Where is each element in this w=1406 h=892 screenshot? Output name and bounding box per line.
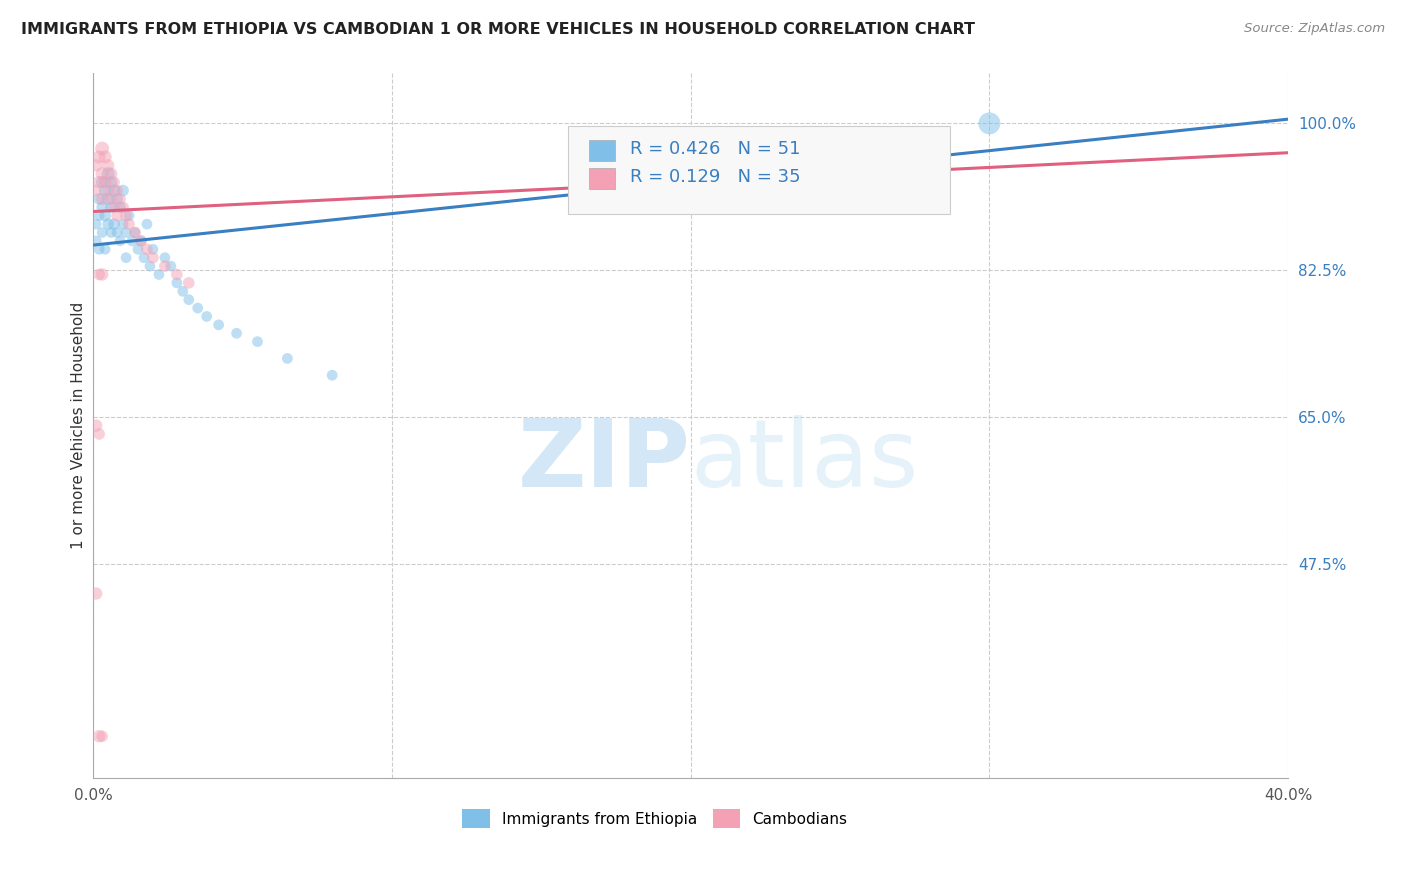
Point	[94, 209, 117, 223]
Point	[91, 226, 114, 240]
Point	[91, 142, 114, 156]
Point	[84, 217, 107, 231]
Point	[89, 209, 111, 223]
Point	[91, 175, 114, 189]
Point	[84, 234, 107, 248]
Point	[112, 184, 135, 198]
Point	[94, 242, 117, 256]
Point	[100, 200, 122, 214]
Text: R = 0.426   N = 51: R = 0.426 N = 51	[630, 140, 800, 158]
Text: atlas: atlas	[690, 415, 920, 507]
Point	[84, 184, 107, 198]
Point	[225, 326, 247, 341]
Point	[115, 209, 138, 223]
Point	[166, 268, 188, 282]
Point	[132, 251, 155, 265]
Point	[94, 184, 117, 198]
Point	[89, 192, 111, 206]
Point	[94, 175, 117, 189]
Point	[103, 200, 125, 214]
Text: ZIP: ZIP	[517, 415, 690, 507]
Point	[148, 268, 170, 282]
Point	[105, 184, 128, 198]
Point	[108, 234, 131, 248]
Point	[89, 427, 111, 442]
Point	[89, 175, 111, 189]
Point	[108, 192, 131, 206]
Point	[121, 234, 143, 248]
Point	[100, 175, 122, 189]
Point	[208, 318, 231, 332]
Text: IMMIGRANTS FROM ETHIOPIA VS CAMBODIAN 1 OR MORE VEHICLES IN HOUSEHOLD CORRELATIO: IMMIGRANTS FROM ETHIOPIA VS CAMBODIAN 1 …	[21, 22, 976, 37]
Point	[124, 226, 146, 240]
Point	[124, 226, 146, 240]
Point	[97, 192, 120, 206]
Point	[97, 217, 120, 231]
Point	[195, 310, 218, 324]
Y-axis label: 1 or more Vehicles in Household: 1 or more Vehicles in Household	[72, 302, 86, 549]
Text: Source: ZipAtlas.com: Source: ZipAtlas.com	[1244, 22, 1385, 36]
Point	[276, 351, 298, 366]
Point	[740, 142, 762, 156]
Point	[105, 192, 128, 206]
Point	[89, 242, 111, 256]
Point	[127, 242, 149, 256]
Point	[129, 234, 152, 248]
Point	[153, 251, 176, 265]
Point	[129, 234, 152, 248]
Point	[115, 226, 138, 240]
Point	[160, 259, 183, 273]
Point	[84, 586, 107, 600]
Point	[166, 276, 188, 290]
Point	[118, 209, 141, 223]
Point	[100, 226, 122, 240]
Point	[108, 200, 131, 214]
Point	[97, 167, 120, 181]
Bar	[589, 140, 616, 161]
Point	[89, 268, 111, 282]
Point	[979, 116, 1001, 130]
Point	[100, 192, 122, 206]
Point	[91, 200, 114, 214]
Point	[103, 217, 125, 231]
Point	[153, 259, 176, 273]
Point	[142, 251, 165, 265]
Point	[103, 175, 125, 189]
Point	[84, 158, 107, 172]
Point	[94, 150, 117, 164]
Point	[97, 184, 120, 198]
Point	[136, 242, 159, 256]
Point	[112, 200, 135, 214]
Point	[136, 217, 159, 231]
Point	[105, 209, 128, 223]
Point	[84, 418, 107, 433]
Point	[91, 192, 114, 206]
Point	[105, 226, 128, 240]
Legend: Immigrants from Ethiopia, Cambodians: Immigrants from Ethiopia, Cambodians	[456, 803, 853, 834]
Point	[118, 217, 141, 231]
Point	[91, 268, 114, 282]
Point	[246, 334, 269, 349]
Text: R = 0.129   N = 35: R = 0.129 N = 35	[630, 169, 800, 186]
Point	[172, 285, 194, 299]
Point	[103, 184, 125, 198]
Point	[139, 259, 162, 273]
Point	[187, 301, 209, 315]
Point	[91, 729, 114, 743]
Point	[177, 276, 200, 290]
Point	[142, 242, 165, 256]
Point	[112, 217, 135, 231]
Bar	[589, 169, 616, 189]
Point	[177, 293, 200, 307]
Point	[89, 150, 111, 164]
Point	[97, 158, 120, 172]
Point	[100, 167, 122, 181]
FancyBboxPatch shape	[568, 126, 950, 214]
Point	[115, 251, 138, 265]
Point	[89, 729, 111, 743]
Point	[321, 368, 343, 383]
Point	[91, 167, 114, 181]
